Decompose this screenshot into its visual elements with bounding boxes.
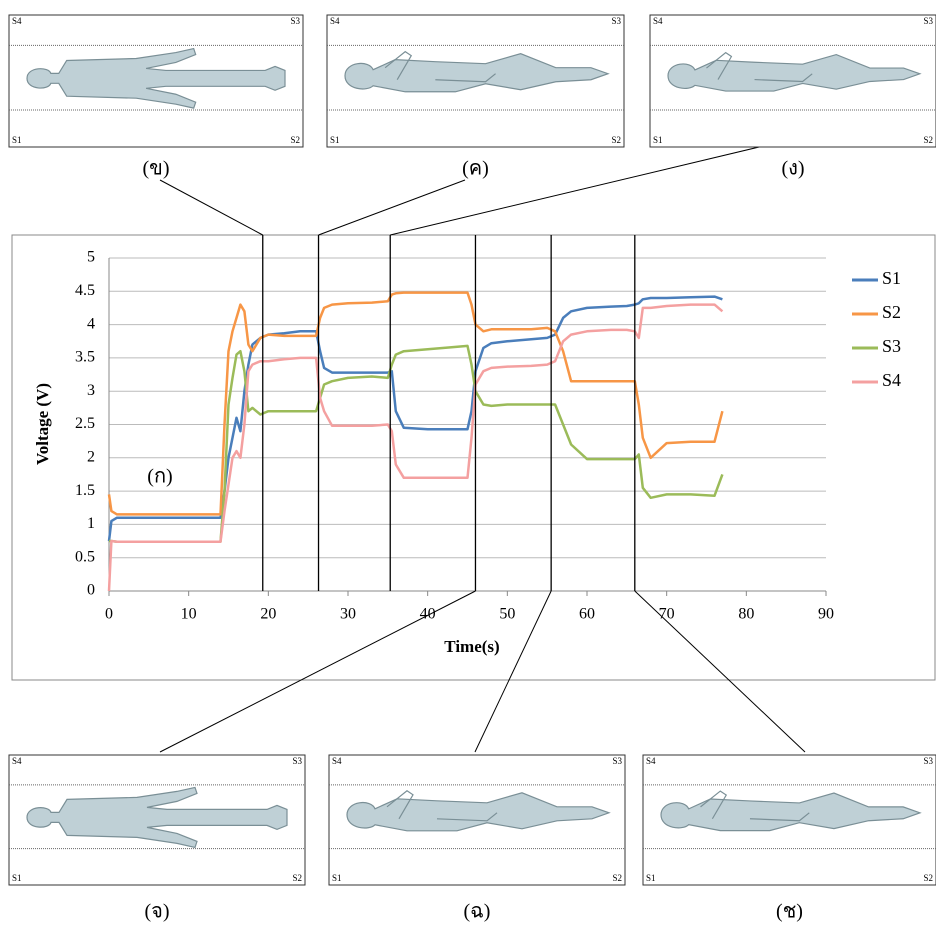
corner-label: S4 — [12, 756, 22, 766]
corner-label: S4 — [330, 16, 340, 26]
legend-label: S4 — [882, 370, 901, 390]
x-tick-label: 80 — [738, 606, 754, 623]
y-tick-label: 1 — [87, 515, 95, 532]
connector — [160, 180, 263, 235]
corner-label: S3 — [923, 756, 933, 766]
x-tick-label: 10 — [181, 606, 197, 623]
y-tick-label: 3 — [87, 382, 95, 399]
y-tick-label: 4.5 — [75, 282, 95, 299]
y-tick-label: 3.5 — [75, 349, 95, 366]
corner-label: S3 — [923, 16, 933, 26]
x-axis-title: Time(s) — [444, 637, 499, 656]
corner-label: S3 — [290, 16, 300, 26]
panel-label: (จ) — [144, 901, 169, 923]
corner-label: S2 — [611, 135, 621, 145]
y-tick-label: 0.5 — [75, 548, 95, 565]
y-tick-label: 2.5 — [75, 415, 95, 432]
corner-label: S4 — [332, 756, 342, 766]
corner-label: S4 — [646, 756, 656, 766]
x-tick-label: 0 — [105, 606, 113, 623]
corner-label: S3 — [292, 756, 302, 766]
figure: Time(s) Voltage (V) (ก) 0 0.5 1 1.5 2 2.5 3 3.5… — [0, 0, 936, 929]
legend-label: S3 — [882, 336, 901, 356]
corner-label: S2 — [292, 873, 302, 883]
y-tick-label: 1.5 — [75, 482, 95, 499]
corner-label: S4 — [653, 16, 663, 26]
corner-label: S1 — [646, 873, 656, 883]
corner-label: S1 — [12, 873, 22, 883]
y-tick-label: 2 — [87, 448, 95, 465]
corner-label: S1 — [653, 135, 663, 145]
panel-label: (ค) — [462, 158, 489, 180]
corner-label: S1 — [332, 873, 342, 883]
connector — [390, 142, 780, 235]
x-tick-label: 30 — [340, 606, 356, 623]
x-tick-label: 40 — [420, 606, 436, 623]
corner-label: S1 — [12, 135, 22, 145]
corner-label: S2 — [612, 873, 622, 883]
panel-label: (ข) — [143, 158, 170, 180]
panel-label: (ฉ) — [464, 901, 491, 923]
x-tick-label: 20 — [260, 606, 276, 623]
corner-label: S3 — [612, 756, 622, 766]
x-tick-label: 60 — [579, 606, 595, 623]
panel-label: (ง) — [781, 158, 804, 180]
corner-label: S1 — [330, 135, 340, 145]
x-tick-label: 70 — [659, 606, 675, 623]
corner-label: S4 — [12, 16, 22, 26]
y-tick-label: 0 — [87, 582, 95, 599]
annotation: (ก) — [147, 466, 172, 488]
x-tick-label: 50 — [499, 606, 515, 623]
corner-label: S2 — [923, 873, 933, 883]
legend-label: S2 — [882, 302, 901, 322]
panel-label: (ช) — [776, 901, 803, 923]
y-tick-label: 4 — [87, 315, 95, 332]
legend-label: S1 — [882, 268, 901, 288]
y-tick-label: 5 — [87, 249, 95, 266]
x-tick-label: 90 — [818, 606, 834, 623]
corner-label: S2 — [923, 135, 933, 145]
y-axis-title: Voltage (V) — [33, 383, 52, 465]
corner-label: S2 — [290, 135, 300, 145]
connector — [319, 180, 465, 235]
corner-label: S3 — [611, 16, 621, 26]
